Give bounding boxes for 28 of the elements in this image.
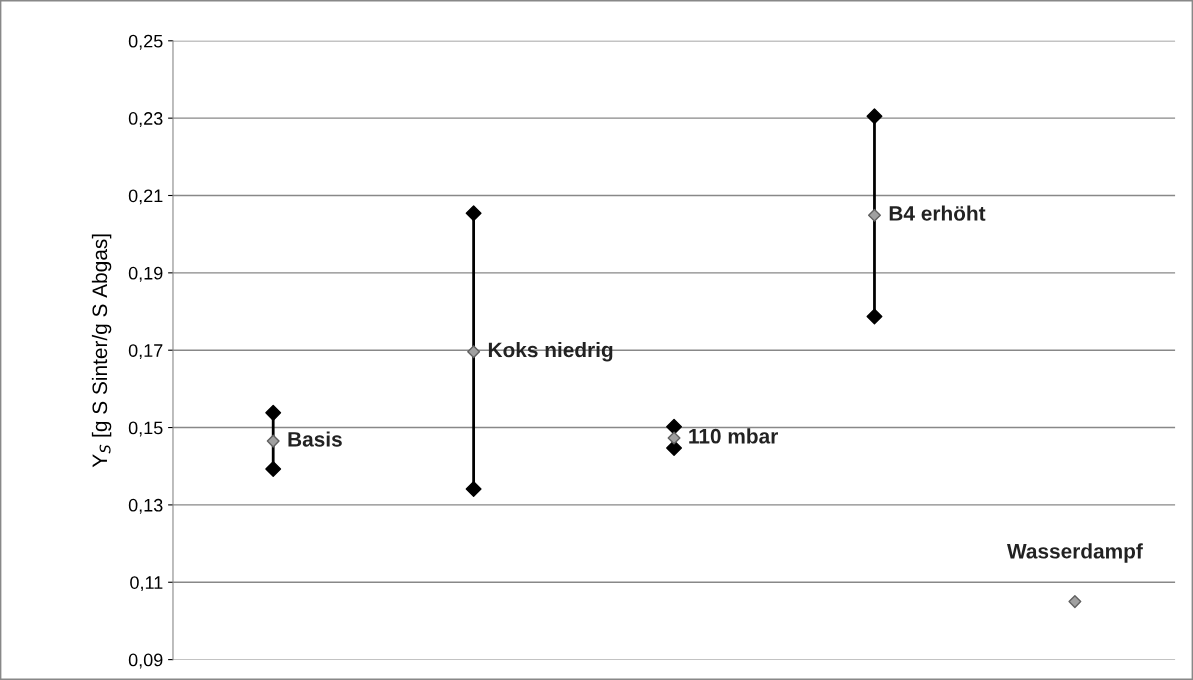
point (866, 308, 883, 325)
point (265, 404, 282, 421)
y-tick-label: 0,21 (128, 189, 163, 205)
x-tick-label: Wasserdampf (1007, 543, 1143, 563)
y-tick-label: 0,09 (128, 653, 163, 669)
x-tick-label: B4 erhöht (889, 205, 986, 221)
y-tick-label: 0,25 (128, 34, 163, 50)
y-tick-label: 0,11 (130, 576, 163, 592)
point (867, 208, 881, 222)
y-tick-label: 0,13 (128, 498, 163, 514)
point (265, 460, 282, 477)
y-tick-label: 0,15 (128, 421, 163, 437)
x-tick-label: Koks niedrig (488, 341, 613, 362)
y-tick-label: 0,23 (128, 112, 163, 127)
point (1068, 595, 1082, 609)
x-tick-label: 110 mbar (689, 428, 778, 444)
y-tick-label: 0,19 (128, 266, 163, 282)
x-tick-label: Basis (288, 431, 342, 447)
point (467, 345, 481, 359)
point (666, 440, 683, 457)
point (266, 434, 280, 448)
point (465, 481, 482, 498)
point (667, 431, 681, 445)
point (866, 108, 883, 125)
y-tick-label: 0,17 (128, 344, 163, 360)
point (465, 205, 482, 222)
point (666, 418, 683, 435)
y-axis-title: Y$_{S}$ [g S Sinter/g S Abgas] (91, 234, 112, 468)
